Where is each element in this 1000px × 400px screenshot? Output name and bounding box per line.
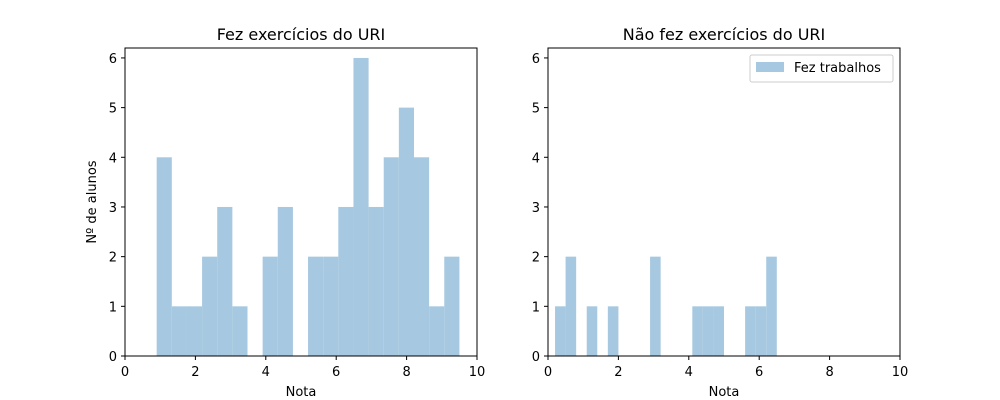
chart-left-bar-4 [217, 206, 233, 356]
chart-left-bar-15 [413, 157, 430, 356]
chart-left-x-tick-label: 0 [121, 365, 129, 380]
legend: Fez trabalhos [749, 54, 894, 83]
chart-left-title: Fez exercícios do URI [217, 25, 386, 44]
chart-right-x-tick-label: 6 [755, 365, 763, 380]
legend-label: Fez trabalhos [794, 61, 881, 76]
chart-left-frame [124, 47, 478, 357]
chart-left-y-tick-label: 6 [109, 52, 117, 67]
chart-right-x-label: Nota [709, 385, 740, 400]
chart-right-x-axis-ticks: 0 2 4 6 8 10 [544, 356, 908, 380]
chart-right-x-tick-label: 4 [685, 365, 693, 380]
chart-right-bars [555, 256, 777, 356]
chart-left-x-tick-label: 2 [191, 365, 199, 380]
chart-right-frame [547, 47, 901, 357]
chart-left-y-tick-label: 0 [109, 350, 117, 365]
chart-left-bar-11 [353, 57, 369, 356]
chart-left-bar-13 [383, 157, 399, 356]
chart-left-x-axis-ticks: 0 2 4 6 8 10 [121, 356, 485, 380]
chart-left-y-tick-label: 3 [109, 201, 117, 216]
legend-swatch [756, 62, 784, 72]
chart-left-x-tick-label: 8 [402, 365, 410, 380]
chart-left-bar-9 [323, 256, 339, 356]
chart-right-bar-2 [586, 306, 598, 356]
chart-right-x-tick-label: 10 [892, 365, 909, 380]
chart-right-y-tick-label: 0 [532, 350, 540, 365]
chart-left-bar-12 [368, 206, 384, 356]
chart-left-bars [156, 57, 460, 356]
chart-right-bar-4 [650, 256, 661, 356]
chart-right: Não fez exercícios do URI 0 1 2 3 4 5 6 0 2 4 6 8 1… [532, 25, 909, 400]
chart-right-bar-1 [565, 256, 577, 356]
chart-left: Fez exercícios do URI 0 1 2 3 4 5 6 0 2 4 6 8 10 No… [85, 25, 485, 400]
chart-left-bar-0 [156, 157, 172, 356]
chart-right-y-axis-ticks: 0 1 2 3 4 5 6 [532, 52, 548, 365]
chart-left-y-tick-label: 5 [109, 102, 117, 117]
chart-right-y-tick-label: 4 [532, 151, 540, 166]
chart-left-bar-7 [277, 206, 293, 356]
chart-right-x-tick-label: 0 [544, 365, 552, 380]
chart-left-x-tick-label: 4 [262, 365, 270, 380]
chart-left-bar-6 [262, 256, 278, 356]
chart-left-x-tick-label: 6 [332, 365, 340, 380]
chart-right-y-tick-label: 1 [532, 300, 540, 315]
chart-left-x-label: Nota [286, 385, 317, 400]
chart-left-y-tick-label: 4 [109, 151, 117, 166]
chart-right-bar-3 [607, 306, 619, 356]
chart-left-bar-17 [444, 256, 460, 356]
chart-right-bar-7 [713, 306, 724, 356]
chart-left-bar-14 [398, 107, 414, 356]
chart-right-y-tick-label: 6 [532, 52, 540, 67]
chart-right-bar-0 [555, 306, 566, 356]
chart-left-bar-5 [232, 306, 248, 356]
chart-right-bar-10 [766, 256, 777, 356]
chart-left-y-axis-ticks: 0 1 2 3 4 5 6 [109, 52, 125, 365]
chart-right-x-tick-label: 8 [825, 365, 833, 380]
legend-box [749, 54, 894, 83]
chart-left-bar-2 [186, 306, 203, 356]
chart-left-bar-16 [429, 306, 445, 356]
chart-right-x-tick-label: 2 [614, 365, 622, 380]
chart-left-y-tick-label: 2 [109, 251, 117, 266]
chart-right-bar-8 [745, 306, 756, 356]
chart-right-y-tick-label: 3 [532, 201, 540, 216]
chart-left-bar-1 [171, 306, 187, 356]
chart-left-bar-10 [338, 206, 354, 356]
chart-right-title: Não fez exercícios do URI [623, 25, 826, 44]
chart-right-y-tick-label: 2 [532, 251, 540, 266]
chart-left-y-label: Nº de alunos [85, 160, 100, 243]
chart-left-y-tick-label: 1 [109, 300, 117, 315]
chart-left-bar-8 [308, 256, 324, 356]
chart-right-bar-5 [692, 306, 703, 356]
chart-left-x-tick-label: 10 [469, 365, 486, 380]
chart-right-bar-6 [702, 306, 714, 356]
chart-right-y-tick-label: 5 [532, 102, 540, 117]
chart-right-bar-9 [755, 306, 767, 356]
chart-left-bar-3 [202, 256, 218, 356]
